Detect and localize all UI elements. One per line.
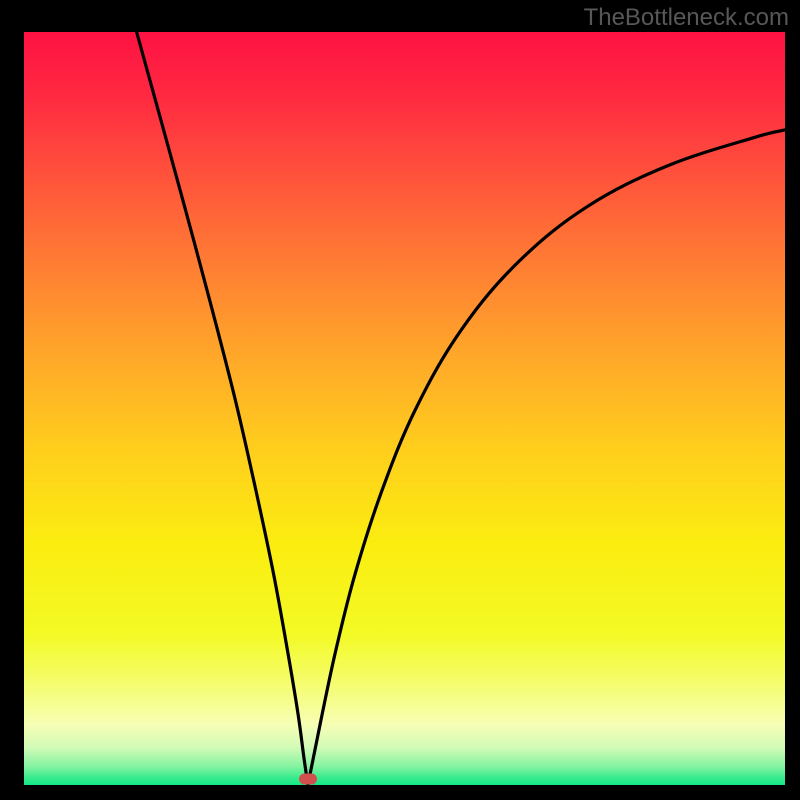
watermark-text: TheBottleneck.com	[584, 4, 789, 32]
plot-area	[24, 32, 785, 785]
optimal-point-marker	[299, 773, 317, 784]
bottleneck-curve	[24, 32, 785, 785]
chart-frame: TheBottleneck.com	[0, 0, 800, 800]
